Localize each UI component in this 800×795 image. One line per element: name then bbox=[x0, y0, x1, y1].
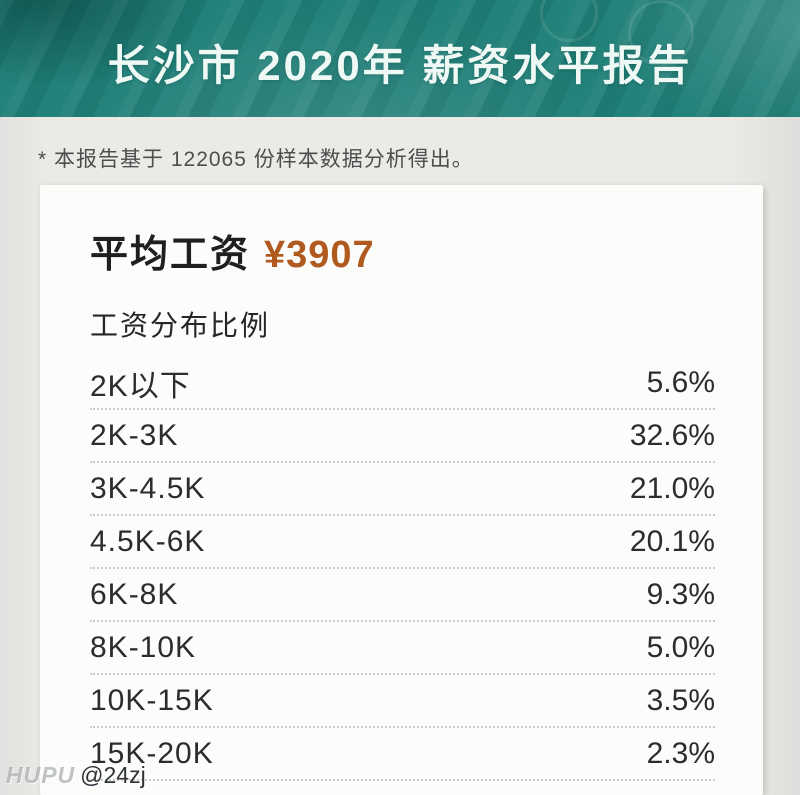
distribution-section-title: 工资分布比例 bbox=[90, 310, 271, 341]
table-row: 8K-10K 5.0% bbox=[90, 622, 715, 675]
salary-percentage-value: 9.3% bbox=[646, 577, 715, 611]
salary-range-label: 4.5K-6K bbox=[90, 524, 206, 558]
salary-percentage-value: 5.6% bbox=[646, 365, 715, 399]
salary-range-label: 6K-8K bbox=[90, 577, 179, 611]
salary-range-label: 3K-4.5K bbox=[90, 471, 206, 505]
table-row: 4.5K-6K 20.1% bbox=[90, 516, 715, 569]
salary-range-label: 8K-10K bbox=[90, 630, 197, 664]
table-row: 15K-20K 2.3% bbox=[90, 728, 715, 781]
watermark-brand: HUPU bbox=[6, 762, 76, 788]
page-title: 长沙市 2020年 薪资水平报告 bbox=[107, 42, 693, 89]
table-row: 3K-4.5K 21.0% bbox=[90, 463, 715, 516]
salary-range-label: 15K-20K bbox=[90, 736, 214, 770]
watermark-user: @24zj bbox=[80, 762, 146, 788]
sample-size-note: * 本报告基于 122065 份样本数据分析得出。 bbox=[38, 148, 474, 171]
average-salary-row: 平均工资 ¥3907 bbox=[90, 229, 715, 281]
calculator-key-icon bbox=[628, 0, 694, 66]
average-salary-label: 平均工资 bbox=[90, 234, 251, 276]
watermark: HUPU @24zj bbox=[6, 762, 146, 789]
salary-range-label: 2K-3K bbox=[90, 418, 179, 452]
salary-distribution-table: 2K以下 5.6% 2K-3K 32.6% 3K-4.5K 21.0% 4.5K-6K 20.… bbox=[90, 357, 715, 781]
salary-range-label: 10K-15K bbox=[90, 683, 214, 717]
table-row: 2K-3K 32.6% bbox=[90, 410, 715, 463]
salary-percentage-value: 20.1% bbox=[629, 524, 715, 558]
table-row: 10K-15K 3.5% bbox=[90, 675, 715, 728]
salary-percentage-value: 2.3% bbox=[646, 736, 715, 770]
table-row: 2K以下 5.6% bbox=[90, 357, 715, 410]
salary-percentage-value: 3.5% bbox=[646, 683, 715, 717]
average-salary-value: ¥3907 bbox=[264, 234, 375, 276]
report-header: 长沙市 2020年 薪资水平报告 bbox=[0, 0, 800, 117]
calculator-key-icon bbox=[540, 0, 598, 42]
salary-percentage-value: 5.0% bbox=[646, 630, 715, 664]
salary-percentage-value: 32.6% bbox=[629, 418, 715, 452]
salary-report-card: 平均工资 ¥3907 工资分布比例 2K以下 5.6% 2K-3K 32.6% 3K-4.… bbox=[40, 185, 763, 795]
table-row: 6K-8K 9.3% bbox=[90, 569, 715, 622]
salary-range-label: 2K以下 bbox=[90, 369, 191, 403]
salary-percentage-value: 21.0% bbox=[629, 471, 715, 505]
